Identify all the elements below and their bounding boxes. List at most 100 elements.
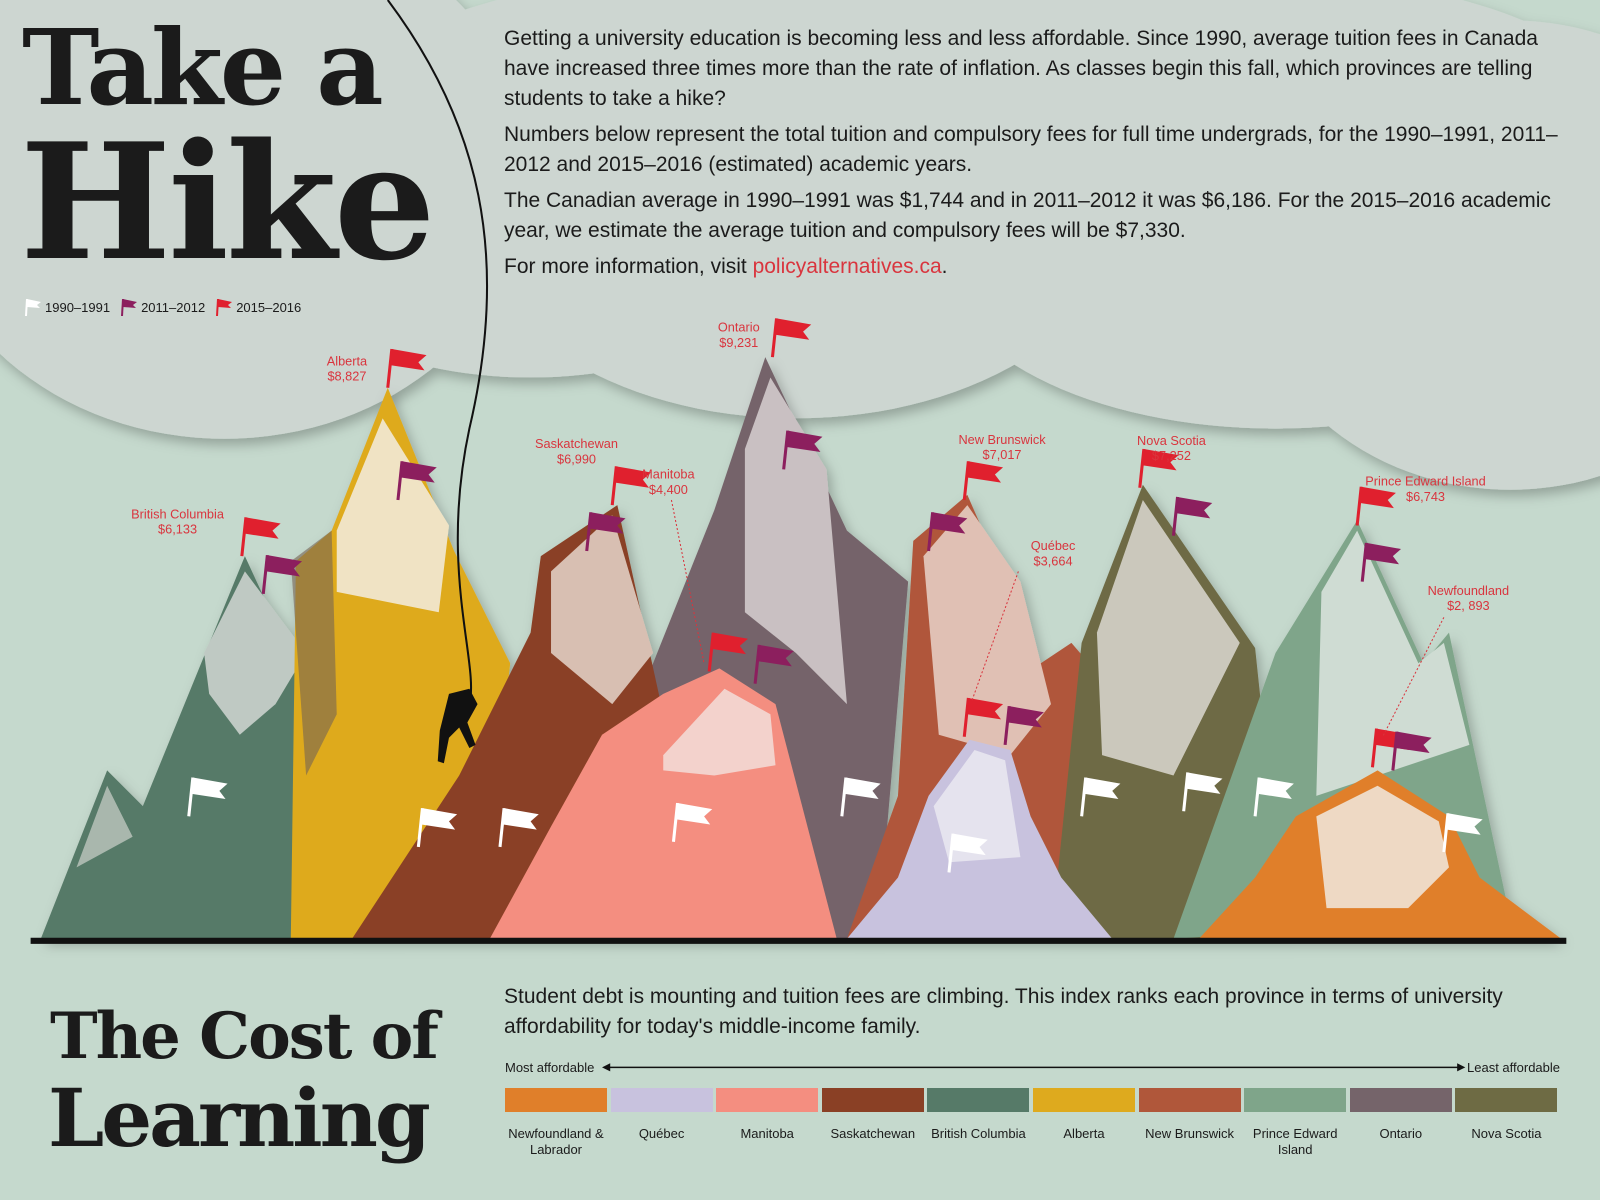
rank-item: Québec <box>610 1088 713 1142</box>
legend-flag <box>121 298 138 316</box>
rank-label: Manitoba <box>740 1126 794 1141</box>
flag-cloth <box>615 466 652 488</box>
flag-pole <box>240 517 248 557</box>
legend-label: 2011–2012 <box>141 299 206 315</box>
peak-province: Alberta <box>327 353 368 368</box>
peak-value: $3,664 <box>1034 553 1073 568</box>
intro-paragraph: The Canadian average in 1990–1991 was $1… <box>504 189 1551 242</box>
flag-pole <box>962 697 970 737</box>
flag <box>840 777 881 817</box>
rank-item: New Brunswick <box>1138 1088 1241 1142</box>
leader-line <box>1382 617 1445 737</box>
climber <box>437 688 478 764</box>
flag-cloth <box>1395 731 1432 754</box>
flag <box>1171 496 1213 536</box>
rank-label: Alberta <box>1063 1126 1105 1141</box>
subtitle-line2: Learning <box>48 1071 431 1165</box>
clouds <box>0 0 1600 490</box>
flag <box>707 632 748 672</box>
flag-cloth <box>27 299 41 308</box>
flag-cloth <box>931 512 968 534</box>
flag-cloth <box>1142 448 1179 471</box>
flag-pole <box>1355 486 1363 526</box>
peak-value: $7,252 <box>1152 448 1191 463</box>
flag <box>396 461 437 501</box>
flag-pole <box>1080 777 1088 817</box>
rank-label: Prince Edward Island <box>1252 1126 1338 1157</box>
subtitle-line1: The Cost of <box>50 999 439 1074</box>
flag <box>1080 777 1121 817</box>
flag-cloth <box>244 517 281 539</box>
rank-swatch <box>716 1088 819 1112</box>
rank-label: British Columbia <box>931 1126 1026 1141</box>
flag <box>1138 448 1179 488</box>
flag-pole <box>1391 731 1399 771</box>
flag-cloth <box>589 512 626 534</box>
flag-cloth <box>401 461 437 483</box>
intro: Getting a university education is becomi… <box>504 24 1584 288</box>
rank-swatch <box>1349 1088 1452 1112</box>
flag-pole <box>671 802 680 842</box>
peak-province: British Columbia <box>131 506 225 521</box>
flag-cloth <box>758 644 794 667</box>
rank-item: Saskatchewan <box>821 1088 924 1142</box>
flag-pole <box>121 298 125 316</box>
flag-cloth <box>967 461 1004 483</box>
legend: 1990–1991 2011–2012 2015–2016 <box>24 298 301 316</box>
leader-line <box>670 499 705 664</box>
flag-cloth <box>844 777 881 799</box>
flag-pole <box>1003 705 1011 746</box>
rank-swatch <box>1138 1088 1241 1112</box>
flag <box>585 512 626 552</box>
rank-item: Nova Scotia <box>1455 1088 1558 1142</box>
flag-cloth <box>967 697 1004 720</box>
flag <box>1355 486 1396 526</box>
rank-item: Newfoundland & Labrador <box>505 1088 607 1158</box>
rank-swatch <box>505 1088 607 1112</box>
peak-value: $4,400 <box>649 482 688 497</box>
flag-pole <box>1442 813 1450 853</box>
rank-label: Québec <box>638 1126 685 1141</box>
peak-province: Manitoba <box>642 467 695 482</box>
rank-item: Ontario <box>1349 1088 1452 1142</box>
peak-value: $6,133 <box>158 522 197 537</box>
flag-cloth <box>191 777 228 799</box>
link[interactable]: policyalternatives.ca <box>752 255 942 278</box>
peak-province: Newfoundland <box>1428 583 1510 598</box>
flag-pole <box>1360 542 1368 582</box>
flag <box>1391 731 1432 771</box>
flag <box>947 833 988 873</box>
flag <box>187 777 228 817</box>
peak-value: $9,231 <box>719 335 758 350</box>
peak-province: Saskatchewan <box>535 436 618 451</box>
flag-cloth <box>1008 706 1044 728</box>
flag-pole <box>386 348 394 388</box>
rank-label: Saskatchewan <box>830 1126 916 1141</box>
rank-swatch <box>1244 1088 1347 1112</box>
legend-flag <box>216 298 233 316</box>
legend-flag <box>25 298 41 316</box>
flag <box>261 554 303 595</box>
peak-province: Nova Scotia <box>1137 433 1207 448</box>
flag-pole <box>1253 777 1261 817</box>
flag-pole <box>1182 772 1190 812</box>
flag-pole <box>25 298 28 316</box>
scale-left: Most affordable <box>505 1060 595 1075</box>
flag-cloth <box>1360 486 1396 509</box>
flag-cloth <box>775 318 812 340</box>
peak-value: $6,743 <box>1406 489 1445 504</box>
flag-pole <box>753 644 761 684</box>
rank-label: New Brunswick <box>1145 1126 1235 1141</box>
peak-province: Québec <box>1031 538 1076 553</box>
legend-label: 2015–2016 <box>236 299 302 315</box>
peak-value: $7,017 <box>983 447 1022 462</box>
flag <box>1442 813 1483 853</box>
flag <box>1253 777 1294 817</box>
flag-pole <box>770 318 779 358</box>
arrow-head <box>1457 1063 1466 1072</box>
rank-swatch <box>821 1088 924 1112</box>
peak-province: New Brunswick <box>958 432 1046 447</box>
flag-pole <box>1171 496 1180 536</box>
